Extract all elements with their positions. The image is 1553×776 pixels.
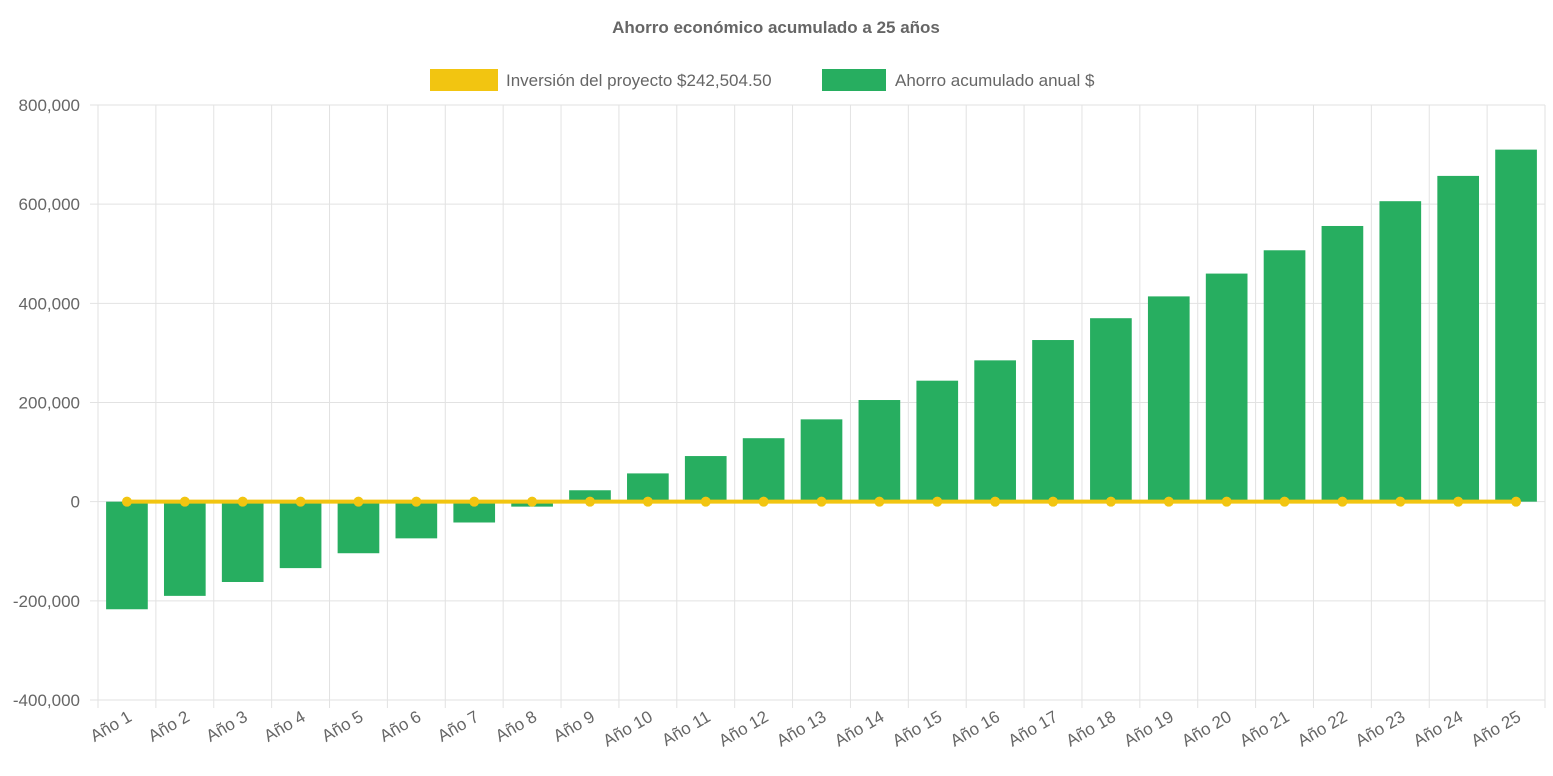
bar[interactable] — [974, 360, 1016, 502]
x-tick-label: Año 7 — [434, 707, 482, 746]
x-tick-label: Año 22 — [1294, 707, 1350, 750]
line-point[interactable] — [990, 496, 1001, 507]
line-point[interactable] — [1511, 496, 1522, 507]
bar[interactable] — [569, 490, 611, 502]
line-point[interactable] — [1279, 496, 1290, 507]
legend-swatch-inversion[interactable] — [430, 69, 498, 91]
line-point[interactable] — [1337, 496, 1348, 507]
line-point[interactable] — [1221, 496, 1232, 507]
x-tick-label: Año 14 — [831, 707, 887, 750]
bar[interactable] — [1321, 225, 1364, 502]
y-tick-label: -200,000 — [13, 592, 80, 611]
y-tick-label: 600,000 — [19, 195, 80, 214]
line-point[interactable] — [700, 496, 711, 507]
x-tick-label: Año 21 — [1236, 707, 1292, 750]
y-tick-label: 400,000 — [19, 294, 80, 313]
x-tick-label: Año 20 — [1178, 707, 1234, 750]
line-point[interactable] — [758, 496, 769, 507]
x-axis-ticks: Año 1 Año 2 Año 3 Año 4 Año 5 Año 6 Año 7 Año 8… — [87, 707, 1524, 750]
x-tick-label: Año 8 — [492, 707, 540, 746]
x-tick-label: Año 6 — [376, 707, 424, 746]
line-point[interactable] — [527, 496, 538, 507]
x-tick-label: Año 12 — [715, 707, 771, 750]
y-tick-label: 200,000 — [19, 394, 80, 413]
x-tick-label: Año 2 — [145, 707, 193, 746]
x-tick-label: Año 17 — [1005, 707, 1061, 750]
bar[interactable] — [742, 438, 785, 502]
x-tick-label: Año 18 — [1063, 707, 1119, 750]
line-point[interactable] — [1453, 496, 1464, 507]
line-point[interactable] — [1048, 496, 1059, 507]
line-point[interactable] — [1395, 496, 1406, 507]
bar[interactable] — [106, 501, 148, 610]
x-tick-label: Año 16 — [947, 707, 1003, 750]
x-tick-label: Año 1 — [87, 707, 135, 746]
x-tick-label: Año 23 — [1352, 707, 1408, 750]
bar[interactable] — [1379, 201, 1422, 502]
bar[interactable] — [858, 400, 901, 502]
legend-label-ahorro[interactable]: Ahorro acumulado anual $ — [895, 71, 1095, 90]
y-tick-label: 0 — [71, 493, 80, 512]
bar[interactable] — [916, 380, 959, 502]
chart-title: Ahorro económico acumulado a 25 años — [612, 18, 940, 37]
x-tick-label: Año 3 — [203, 707, 251, 746]
line-series — [121, 496, 1522, 507]
bar[interactable] — [1495, 149, 1537, 502]
line-point[interactable] — [469, 496, 480, 507]
line-point[interactable] — [295, 496, 306, 507]
bar[interactable] — [453, 501, 496, 523]
line-point[interactable] — [816, 496, 827, 507]
x-tick-label: Año 4 — [261, 707, 309, 746]
line-point[interactable] — [179, 496, 190, 507]
bar[interactable] — [1090, 318, 1132, 502]
bar-series — [106, 149, 1537, 610]
line-point[interactable] — [1163, 496, 1174, 507]
bar[interactable] — [221, 501, 264, 582]
legend-swatch-ahorro[interactable] — [822, 69, 886, 91]
bar[interactable] — [800, 419, 843, 502]
line-point[interactable] — [121, 496, 132, 507]
line-point[interactable] — [237, 496, 248, 507]
x-tick-label: Año 25 — [1468, 707, 1524, 750]
grid — [90, 104, 1546, 708]
bar[interactable] — [279, 501, 322, 569]
x-tick-label: Año 9 — [550, 707, 598, 746]
bar[interactable] — [163, 501, 206, 596]
x-tick-label: Año 10 — [600, 707, 656, 750]
line-point[interactable] — [932, 496, 943, 507]
line-point[interactable] — [1105, 496, 1116, 507]
x-tick-label: Año 24 — [1410, 707, 1466, 750]
bar[interactable] — [1205, 273, 1248, 502]
line-point[interactable] — [874, 496, 885, 507]
bar[interactable] — [337, 501, 380, 554]
bar[interactable] — [1147, 296, 1190, 502]
y-tick-label: 800,000 — [19, 96, 80, 115]
x-tick-label: Año 13 — [773, 707, 829, 750]
bar[interactable] — [1437, 175, 1480, 502]
x-tick-label: Año 15 — [889, 707, 945, 750]
bar[interactable] — [1263, 250, 1306, 502]
line-point[interactable] — [584, 496, 595, 507]
bar[interactable] — [395, 501, 438, 539]
y-tick-label: -400,000 — [13, 691, 80, 710]
bar[interactable] — [1032, 340, 1074, 502]
y-axis-ticks: 800,000 600,000 400,000 200,000 0 -200,000 -40… — [13, 96, 80, 710]
x-tick-label: Año 19 — [1121, 707, 1177, 750]
line-point[interactable] — [353, 496, 364, 507]
line-point[interactable] — [642, 496, 653, 507]
line-point[interactable] — [411, 496, 422, 507]
legend-label-inversion[interactable]: Inversión del proyecto $242,504.50 — [506, 71, 772, 90]
bar[interactable] — [684, 456, 727, 502]
legend[interactable]: Inversión del proyecto $242,504.50 Ahorr… — [430, 69, 1095, 91]
x-tick-label: Año 5 — [318, 707, 366, 746]
x-tick-label: Año 11 — [659, 707, 714, 750]
